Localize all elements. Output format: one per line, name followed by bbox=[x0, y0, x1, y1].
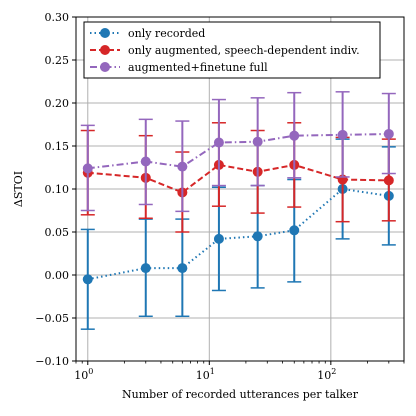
legend-marker-augmented-finetune bbox=[100, 62, 110, 72]
x-tick-label: 100 bbox=[74, 367, 93, 382]
y-tick-label: 0.10 bbox=[45, 183, 70, 196]
legend-marker-only-recorded bbox=[100, 28, 110, 38]
y-tick-label: 0.00 bbox=[45, 269, 70, 282]
data-point bbox=[213, 233, 224, 244]
series-line bbox=[87, 163, 389, 194]
legend-label-augmented-finetune: augmented+finetune full bbox=[128, 61, 268, 74]
tick-layer: −0.10 −0.05 0.00 0.05 0.10 0.15 0.20 0.25 0.30 10… bbox=[35, 11, 405, 382]
legend-entry-only-augmented: only augmented, speech-dependent indiv. bbox=[90, 44, 360, 57]
legend-marker-only-augmented bbox=[100, 45, 110, 55]
data-point bbox=[177, 263, 188, 274]
data-point bbox=[140, 156, 151, 167]
data-point bbox=[82, 163, 93, 174]
y-tick-label: −0.05 bbox=[35, 312, 69, 325]
data-point bbox=[177, 161, 188, 172]
x-tick-label: 102 bbox=[317, 367, 336, 382]
data-point bbox=[252, 136, 263, 147]
legend-entry-only-recorded: only recorded bbox=[90, 27, 205, 40]
legend-entry-augmented-finetune: augmented+finetune full bbox=[90, 61, 268, 74]
y-tick-label: 0.15 bbox=[45, 140, 70, 153]
x-axis-label: Number of recorded utterances per talker bbox=[122, 388, 359, 401]
data-point bbox=[289, 130, 300, 141]
y-tick-label: 0.20 bbox=[45, 97, 70, 110]
y-tick-label: 0.05 bbox=[45, 226, 70, 239]
series-2 bbox=[80, 91, 396, 213]
series-line bbox=[87, 187, 389, 281]
data-point bbox=[213, 137, 224, 148]
data-point bbox=[140, 263, 151, 274]
y-tick-label: −0.10 bbox=[35, 355, 69, 368]
series-layer bbox=[80, 91, 396, 330]
x-tick-label: 101 bbox=[196, 367, 215, 382]
legend-label-only-recorded: only recorded bbox=[128, 27, 205, 40]
data-point bbox=[252, 231, 263, 242]
data-point bbox=[337, 129, 348, 140]
legend: only recorded only augmented, speech-dep… bbox=[83, 21, 381, 79]
legend-box bbox=[83, 21, 381, 79]
data-point bbox=[383, 175, 394, 186]
data-point bbox=[82, 274, 93, 285]
y-tick-label: 0.30 bbox=[45, 11, 70, 24]
legend-label-only-augmented: only augmented, speech-dependent indiv. bbox=[128, 44, 360, 57]
data-point bbox=[289, 225, 300, 236]
y-tick-label: 0.25 bbox=[45, 54, 70, 67]
y-axis-label: ΔSTOI bbox=[12, 171, 25, 207]
data-point bbox=[383, 128, 394, 139]
series-line bbox=[87, 132, 389, 170]
